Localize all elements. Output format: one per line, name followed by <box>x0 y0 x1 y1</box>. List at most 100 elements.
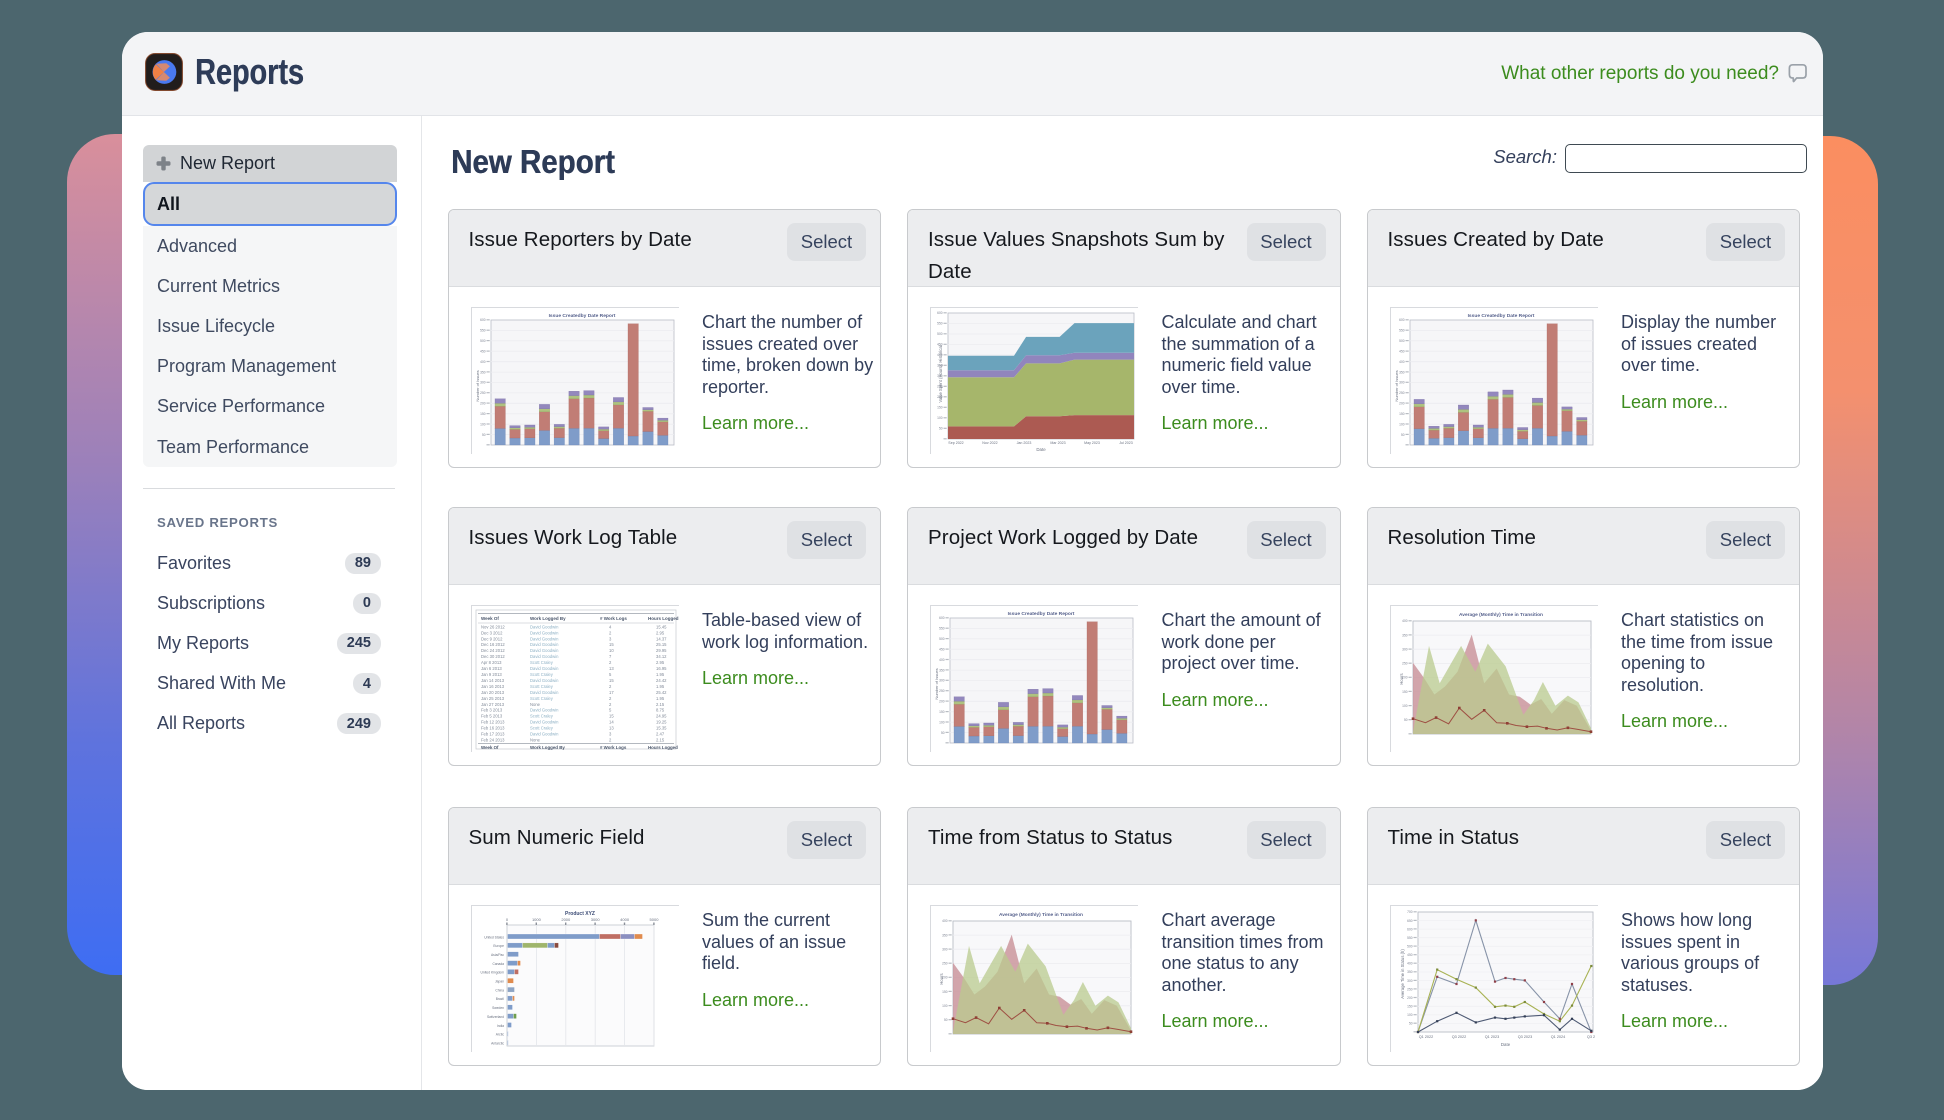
svg-text:2.95: 2.95 <box>656 630 665 635</box>
svg-text:300: 300 <box>480 381 486 385</box>
svg-text:600: 600 <box>1399 318 1405 322</box>
svg-text:Issue Createdby Date Report: Issue Createdby Date Report <box>1467 313 1534 319</box>
svg-text:15: 15 <box>609 678 614 683</box>
svg-text:2: 2 <box>609 702 612 707</box>
svg-text:10: 10 <box>609 648 614 653</box>
svg-text:150: 150 <box>480 412 486 416</box>
svg-text:50: 50 <box>944 1018 948 1022</box>
svg-text:34.12: 34.12 <box>656 654 667 659</box>
svg-text:David Goodwin: David Goodwin <box>530 708 559 713</box>
svg-text:350: 350 <box>1407 970 1413 974</box>
svg-text:Q3 2022: Q3 2022 <box>1451 1035 1466 1039</box>
svg-text:50: 50 <box>1403 718 1407 722</box>
svg-text:David Goodwin: David Goodwin <box>530 732 559 737</box>
svg-text:Dec 9 2012: Dec 9 2012 <box>481 636 503 641</box>
svg-text:Japan: Japan <box>495 980 504 984</box>
svg-text:24.42: 24.42 <box>656 678 667 683</box>
svg-text:19.25: 19.25 <box>656 720 667 725</box>
svg-text:Jan 20 2013: Jan 20 2013 <box>481 690 505 695</box>
svg-text:Sweden: Sweden <box>492 1006 504 1010</box>
svg-text:Scott Craley: Scott Craley <box>530 672 554 677</box>
svg-text:50: 50 <box>1408 1022 1412 1026</box>
svg-text:550: 550 <box>480 329 486 333</box>
svg-text:2000: 2000 <box>561 917 571 922</box>
svg-text:Feb 17 2013: Feb 17 2013 <box>481 732 505 737</box>
svg-text:500: 500 <box>480 339 486 343</box>
svg-text:350: 350 <box>937 364 943 368</box>
svg-text:15.45: 15.45 <box>656 624 667 629</box>
svg-text:2.47: 2.47 <box>656 732 665 737</box>
svg-text:Scott Craley: Scott Craley <box>530 696 554 701</box>
svg-text:United States: United States <box>484 935 504 939</box>
svg-text:350: 350 <box>939 668 945 672</box>
svg-text:450: 450 <box>1407 953 1413 957</box>
svg-text:200: 200 <box>937 395 943 399</box>
svg-text:8.75: 8.75 <box>656 708 665 713</box>
svg-text:300: 300 <box>1407 979 1413 983</box>
svg-text:Dec 30 2012: Dec 30 2012 <box>481 654 505 659</box>
svg-text:150: 150 <box>939 710 945 714</box>
svg-text:250: 250 <box>939 689 945 693</box>
svg-text:300: 300 <box>939 679 945 683</box>
svg-text:Asia/Pac: Asia/Pac <box>490 953 503 957</box>
svg-text:13: 13 <box>609 666 614 671</box>
svg-text:250: 250 <box>1407 987 1413 991</box>
svg-text:Date: Date <box>1500 1042 1510 1047</box>
svg-text:David Goodwin: David Goodwin <box>530 678 559 683</box>
svg-text:Q3 2023: Q3 2023 <box>1517 1035 1532 1039</box>
svg-text:Dec 24 2012: Dec 24 2012 <box>481 648 505 653</box>
svg-text:250: 250 <box>942 962 948 966</box>
svg-text:14.37: 14.37 <box>656 636 667 641</box>
svg-text:0: 0 <box>505 917 508 922</box>
svg-text:4000: 4000 <box>620 917 630 922</box>
svg-text:100: 100 <box>1402 704 1408 708</box>
svg-text:550: 550 <box>1399 329 1405 333</box>
svg-text:550: 550 <box>937 322 943 326</box>
svg-text:3: 3 <box>609 732 612 737</box>
svg-text:David Goodwin: David Goodwin <box>530 690 559 695</box>
svg-text:Hours: Hours <box>1399 673 1404 684</box>
svg-text:550: 550 <box>939 627 945 631</box>
svg-text:Brazil: Brazil <box>495 997 504 1001</box>
svg-text:Antarctic: Antarctic <box>491 1042 504 1046</box>
svg-text:May 2023: May 2023 <box>1084 441 1100 445</box>
svg-text:Jan 16 2013: Jan 16 2013 <box>481 684 505 689</box>
svg-text:Work Logged By: Work Logged By <box>530 616 566 621</box>
svg-text:Week Of: Week Of <box>481 745 499 750</box>
svg-text:David Goodwin: David Goodwin <box>530 624 559 629</box>
svg-text:200: 200 <box>942 976 948 980</box>
svg-text:400: 400 <box>1407 962 1413 966</box>
svg-text:Sep 2022: Sep 2022 <box>948 441 963 445</box>
svg-text:Dec 3 2012: Dec 3 2012 <box>481 630 503 635</box>
svg-text:David Goodwin: David Goodwin <box>530 636 559 641</box>
svg-text:700: 700 <box>1407 910 1413 914</box>
svg-text:2: 2 <box>609 738 612 743</box>
svg-text:300: 300 <box>937 374 943 378</box>
svg-text:2.95: 2.95 <box>656 660 665 665</box>
svg-text:2: 2 <box>609 696 612 701</box>
svg-text:15.35: 15.35 <box>656 726 667 731</box>
svg-text:600: 600 <box>937 311 943 315</box>
svg-text:Q1 2023: Q1 2023 <box>1484 1035 1499 1039</box>
svg-text:450: 450 <box>1399 350 1405 354</box>
svg-text:Jan 9 2013: Jan 9 2013 <box>481 672 502 677</box>
svg-text:350: 350 <box>1402 633 1408 637</box>
svg-text:Feb 3 2013: Feb 3 2013 <box>481 708 503 713</box>
svg-text:David Goodwin: David Goodwin <box>530 630 559 635</box>
svg-text:Number of Issues: Number of Issues <box>1394 370 1399 401</box>
svg-text:300: 300 <box>942 948 948 952</box>
svg-text:150: 150 <box>1402 690 1408 694</box>
svg-text:17: 17 <box>609 690 614 695</box>
svg-text:100: 100 <box>1407 1013 1413 1017</box>
svg-text:200: 200 <box>939 700 945 704</box>
svg-text:5: 5 <box>609 708 612 713</box>
svg-text:2.15: 2.15 <box>656 738 665 743</box>
svg-text:50: 50 <box>1400 433 1404 437</box>
svg-text:450: 450 <box>480 350 486 354</box>
svg-text:Average (Monthly) Time in Tran: Average (Monthly) Time in Transition <box>1459 612 1543 618</box>
svg-text:Issue Createdby Date Report: Issue Createdby Date Report <box>1008 611 1075 617</box>
svg-text:29.95: 29.95 <box>656 648 667 653</box>
svg-text:Europe: Europe <box>493 944 504 948</box>
svg-text:Arctic: Arctic <box>495 1033 504 1037</box>
svg-text:Scott Craley: Scott Craley <box>530 684 554 689</box>
